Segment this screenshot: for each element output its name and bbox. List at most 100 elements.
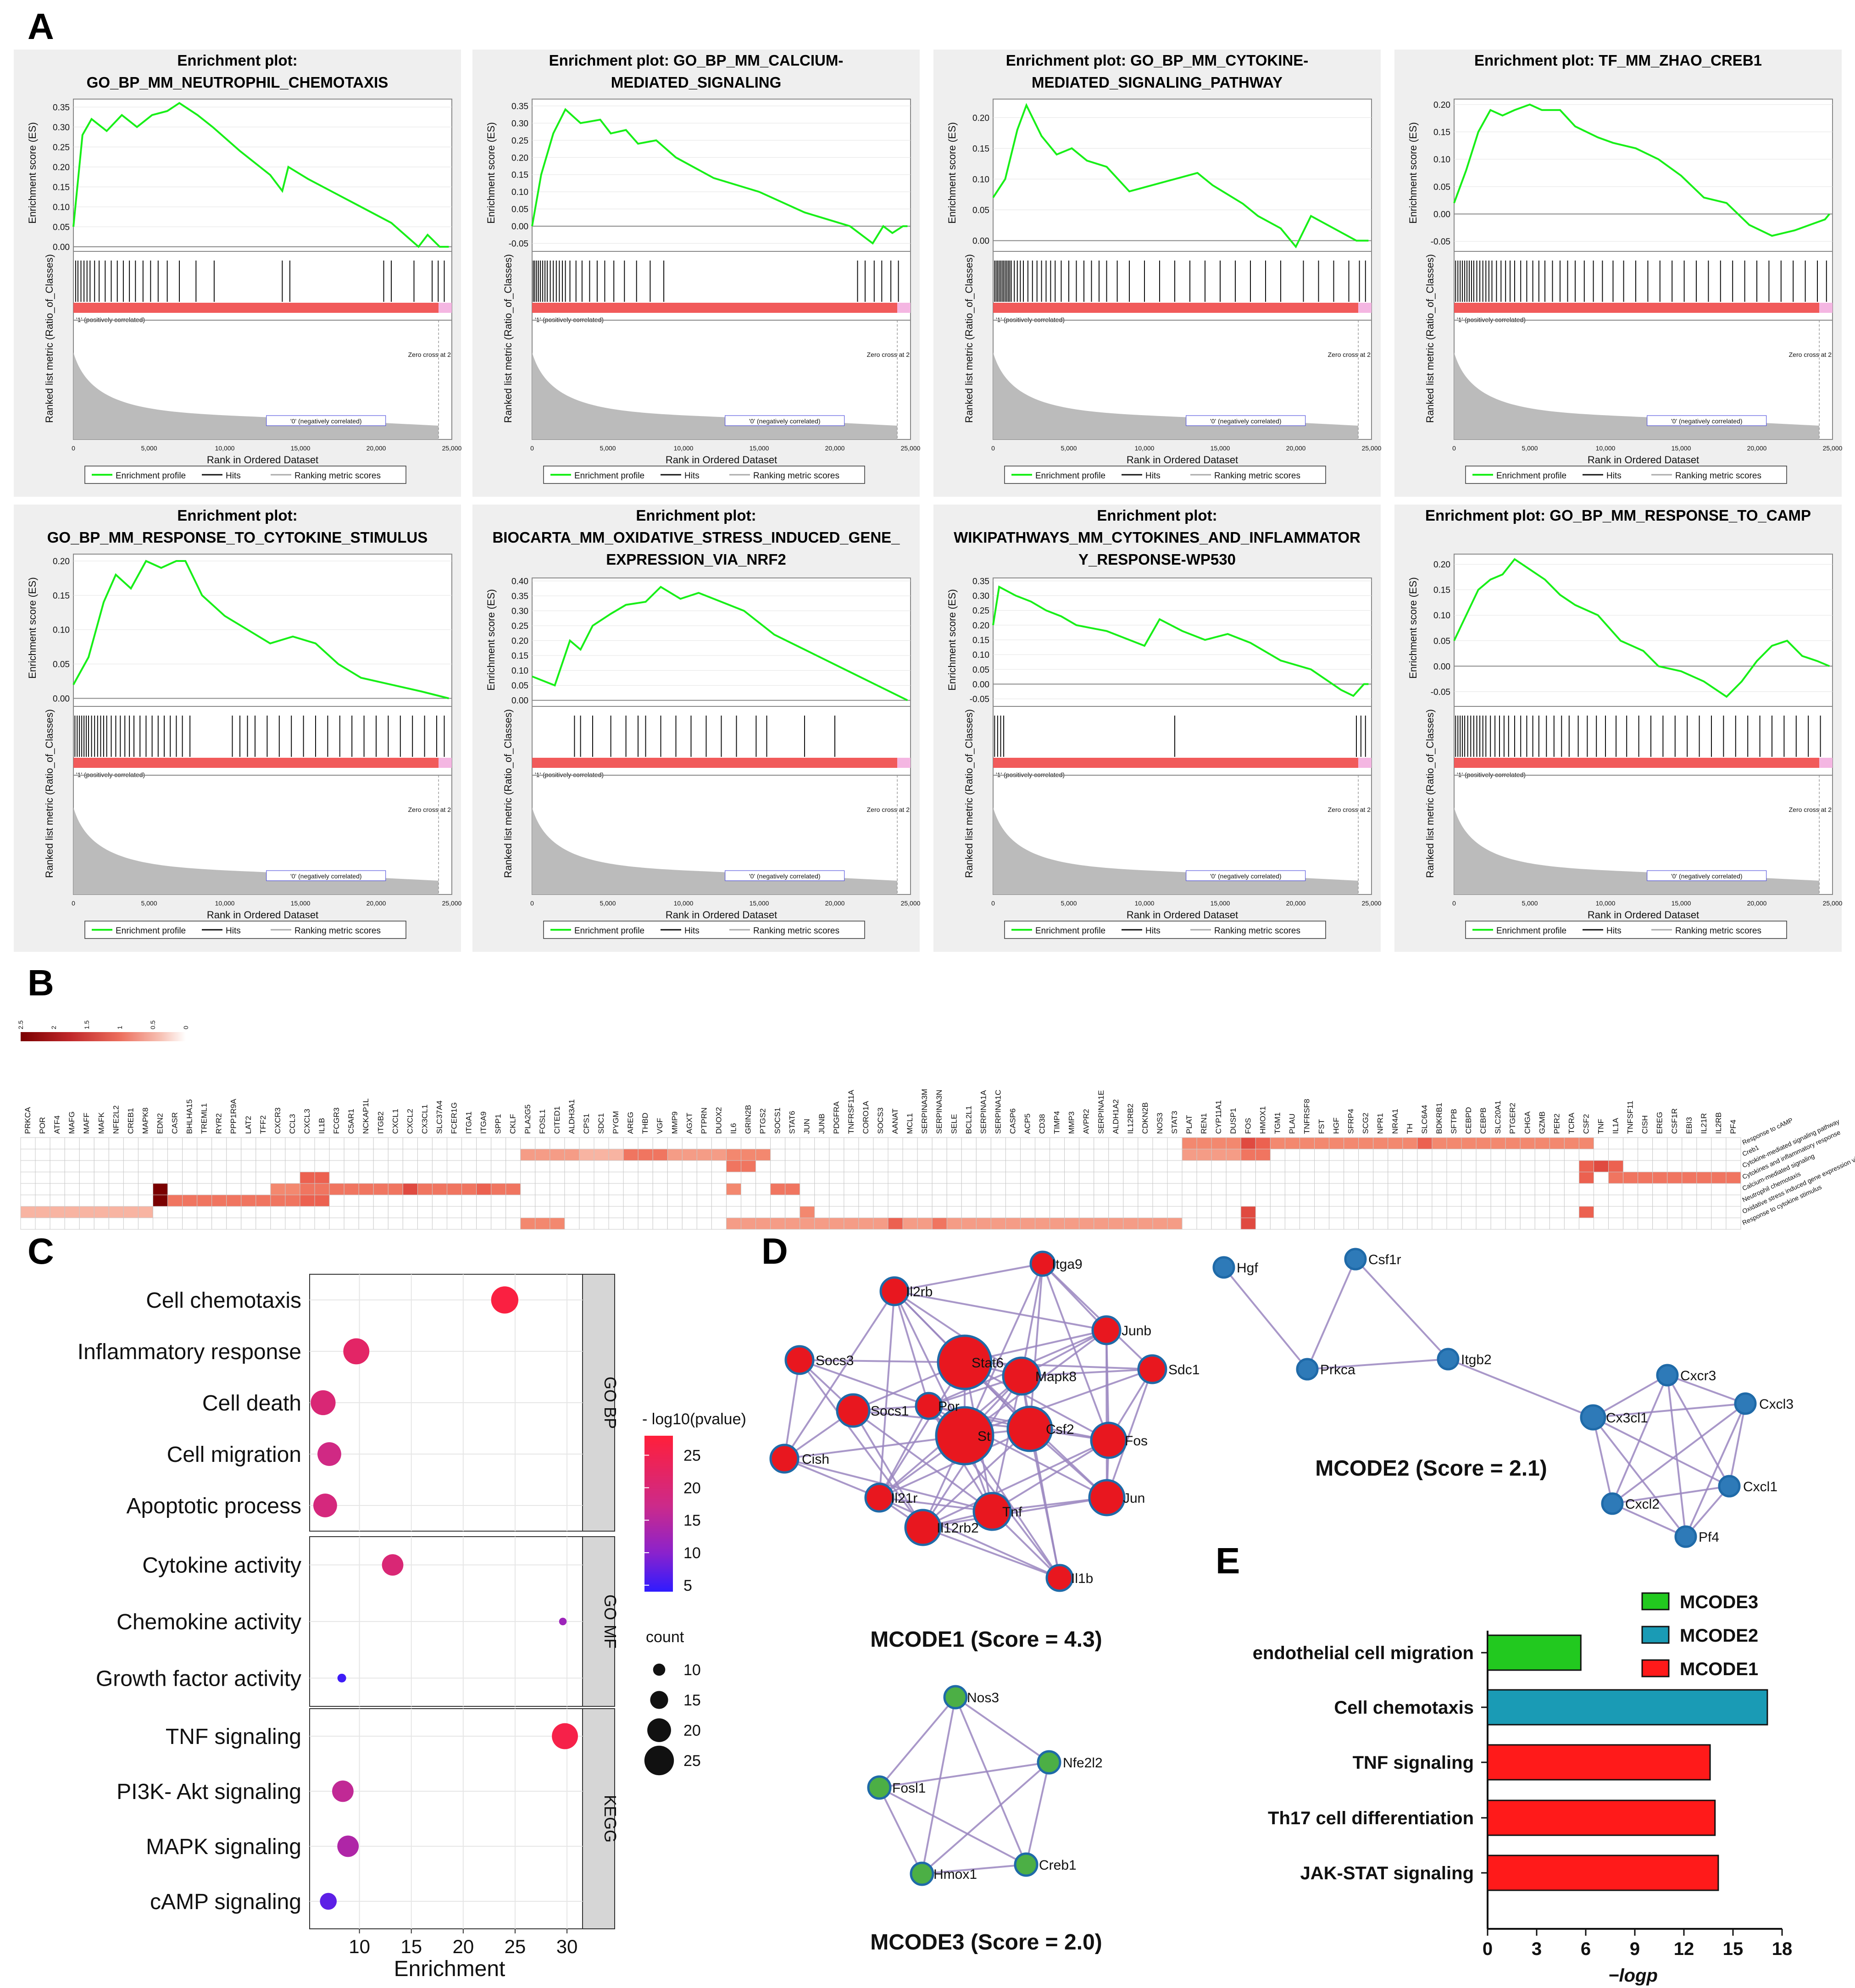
heatmap-cell (197, 1149, 212, 1161)
es-y-tick: 0.20 (511, 637, 528, 646)
network-edge (1667, 1374, 1746, 1405)
heatmap-cell (1270, 1217, 1285, 1230)
heatmap-cell (1402, 1194, 1418, 1207)
heatmap-cell (829, 1183, 844, 1195)
heatmap-cell (446, 1149, 462, 1161)
heatmap-cell (432, 1160, 447, 1172)
heatmap-cell (123, 1183, 139, 1195)
heatmap-cell (491, 1149, 506, 1161)
network-node-label: Fosl1 (892, 1781, 926, 1796)
heatmap-cell (976, 1149, 991, 1161)
term-label: Apoptotic process (126, 1494, 301, 1518)
heatmap-cell (1079, 1206, 1094, 1218)
heatmap-cell (1182, 1206, 1197, 1218)
heatmap-cell-filled (182, 1194, 198, 1207)
rank-x-tick: 15,000 (1211, 444, 1230, 452)
heatmap-cell (623, 1194, 639, 1207)
heatmap-cell (1138, 1206, 1153, 1218)
heatmap-cell (314, 1206, 330, 1218)
es-y-tick: 0.35 (511, 102, 528, 111)
gene-label: SCG2 (1361, 1113, 1370, 1134)
legend-hits-label: Hits (684, 926, 700, 936)
heatmap-cell (638, 1194, 653, 1207)
heatmap-cell (108, 1194, 124, 1207)
heatmap-cell (167, 1172, 183, 1184)
heatmap-cell-filled (1652, 1172, 1668, 1184)
gene-label: ITGA1 (465, 1111, 473, 1134)
gene-label: MAFF (82, 1113, 91, 1134)
heatmap-cell (579, 1172, 594, 1184)
heatmap-cell (800, 1194, 815, 1207)
dot-x-tick: 30 (556, 1936, 578, 1957)
legend-profile-label: Enrichment profile (1496, 471, 1566, 481)
heatmap-cell (1432, 1217, 1447, 1230)
gene-label: REN1 (1200, 1113, 1208, 1134)
heatmap-cell (844, 1149, 859, 1161)
heatmap-cell (476, 1149, 492, 1161)
rank-x-tick: 0 (530, 444, 534, 452)
heatmap-cell (535, 1172, 550, 1184)
gsea-plot-area (993, 578, 1372, 895)
heatmap-cell (138, 1183, 153, 1195)
gene-label: PRKCA (23, 1107, 32, 1134)
heatmap-cell (123, 1194, 139, 1207)
gene-label: POR (38, 1117, 47, 1134)
es-y-tick: 0.05 (53, 660, 70, 670)
metric-y-label: Ranked list metric (Ratio_of_Classes) (502, 254, 514, 423)
negative-corr-box (1186, 870, 1306, 881)
correlation-band-positive (1454, 303, 1820, 313)
heatmap-cell (990, 1149, 1006, 1161)
network-node (784, 1345, 815, 1375)
heatmap-cell (241, 1137, 256, 1149)
es-y-tick: 0.00 (1433, 210, 1450, 219)
heatmap-cell (932, 1160, 947, 1172)
heatmap-cell (1652, 1149, 1668, 1161)
gene-label: SERPINA3N (935, 1090, 944, 1134)
heatmap-cell (741, 1194, 756, 1207)
heatmap-cell (1255, 1160, 1271, 1172)
heatmap-cell (844, 1206, 859, 1218)
heatmap-cell (226, 1137, 242, 1149)
correlation-band-positive (73, 758, 439, 768)
network-node-label: Sdc1 (1168, 1362, 1200, 1377)
rank-x-tick: 25,000 (1362, 444, 1382, 452)
heatmap-cell (1079, 1172, 1094, 1184)
heatmap-cell (358, 1137, 374, 1149)
heatmap-cell (461, 1160, 477, 1172)
rank-x-tick: 10,000 (1596, 444, 1616, 452)
facet-panel (309, 1708, 583, 1929)
heatmap-cell (1682, 1183, 1697, 1195)
es-y-tick: 0.15 (53, 183, 70, 192)
es-y-tick: 0.10 (53, 626, 70, 635)
heatmap-cell (696, 1183, 712, 1195)
rank-x-tick: 0 (530, 900, 534, 907)
network-edge (922, 1428, 1031, 1528)
rank-x-tick: 20,000 (1286, 900, 1306, 907)
heatmap-cell (1005, 1172, 1021, 1184)
heatmap-cell (550, 1183, 565, 1195)
heatmap-cell-filled (1623, 1172, 1638, 1184)
heatmap-cell (946, 1137, 962, 1149)
bar-x-tick: 6 (1581, 1939, 1591, 1959)
heatmap-cell (1358, 1160, 1374, 1172)
heatmap-cell (814, 1137, 830, 1149)
ranking-metric-area (532, 807, 898, 894)
heatmap-cell-filled (50, 1206, 65, 1218)
heatmap-cell (1284, 1194, 1300, 1207)
rank-x-tick: 25,000 (1823, 444, 1843, 452)
heatmap-cell (152, 1172, 168, 1184)
heatmap-cell (1344, 1206, 1359, 1218)
heatmap-cell (1358, 1217, 1374, 1230)
heatmap-cell (1711, 1183, 1727, 1195)
gene-label: NPR1 (1376, 1113, 1385, 1134)
heatmap-cell (402, 1206, 418, 1218)
network-edge (799, 1359, 929, 1407)
heatmap-cell-filled (211, 1194, 227, 1207)
correlation-band-positive (532, 303, 898, 313)
heatmap-cell (652, 1194, 668, 1207)
heatmap-cell (1064, 1206, 1080, 1218)
heatmap-cell (1167, 1160, 1183, 1172)
pvalue-tick: 15 (683, 1512, 701, 1529)
legend-hits-label: Hits (1145, 471, 1161, 481)
heatmap-cell (1520, 1206, 1535, 1218)
